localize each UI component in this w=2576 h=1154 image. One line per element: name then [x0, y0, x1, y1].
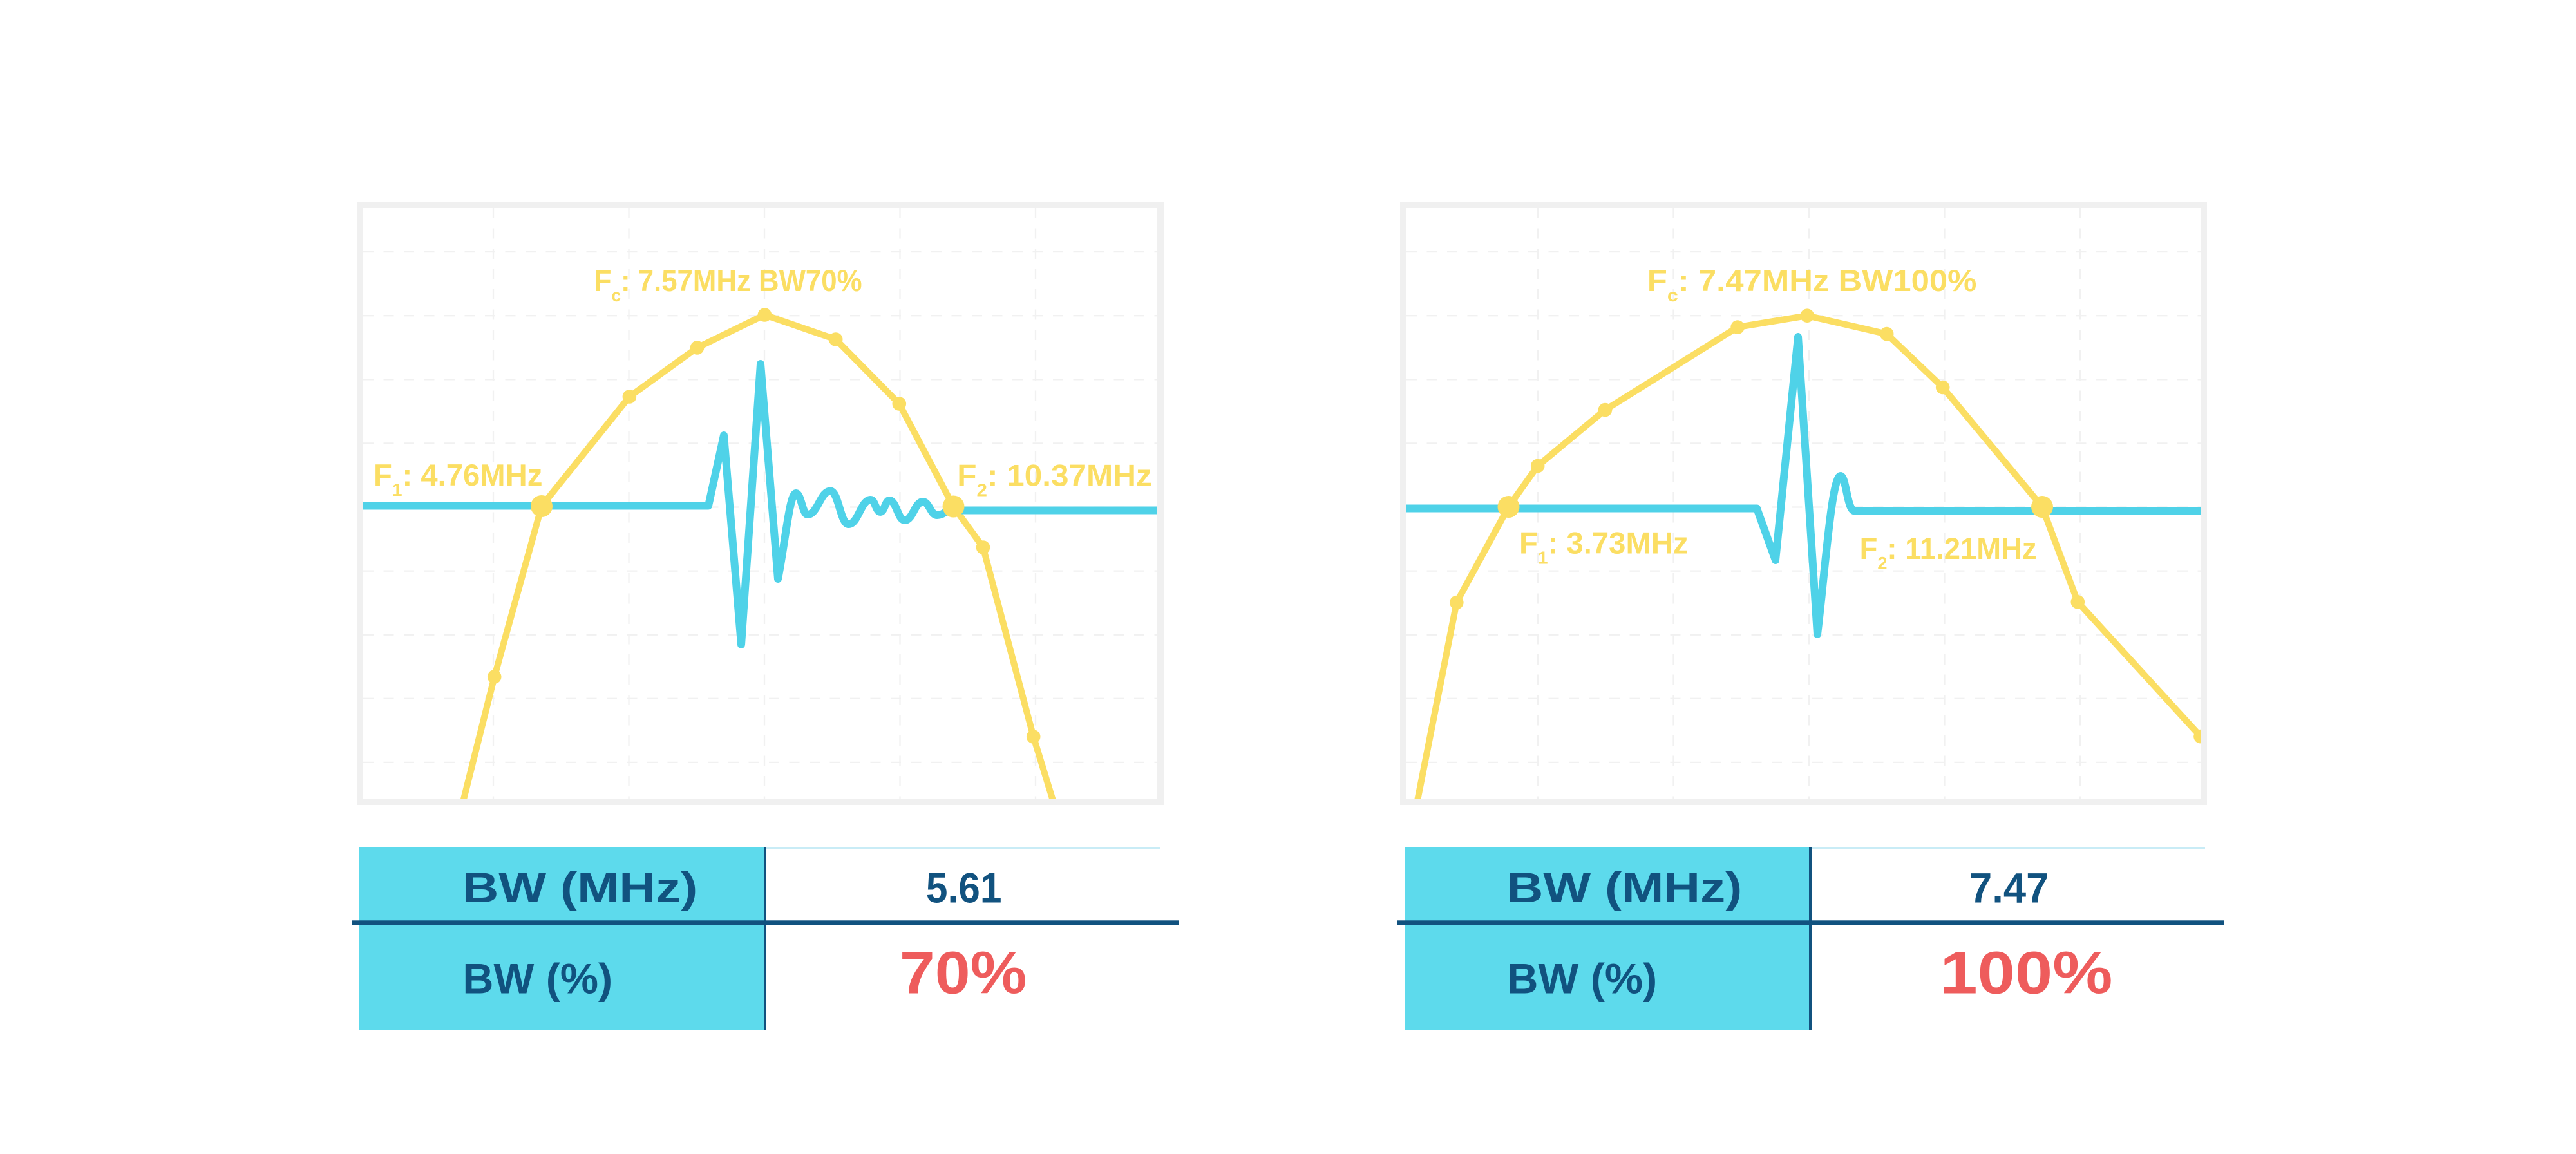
svg-text:BW (MHz): BW (MHz) — [1507, 864, 1743, 912]
svg-text:7.47: 7.47 — [1969, 864, 2049, 911]
svg-text:70%: 70% — [900, 940, 1027, 1007]
svg-text:Fc: 7.47MHz BW100%: Fc: 7.47MHz BW100% — [1647, 265, 1977, 306]
svg-text:100%: 100% — [1940, 939, 2112, 1006]
svg-text:BW (MHz): BW (MHz) — [462, 864, 698, 912]
svg-text:BW (%): BW (%) — [462, 956, 612, 1003]
svg-text:BW (%): BW (%) — [1507, 956, 1657, 1003]
svg-text:5.61: 5.61 — [926, 865, 1002, 912]
